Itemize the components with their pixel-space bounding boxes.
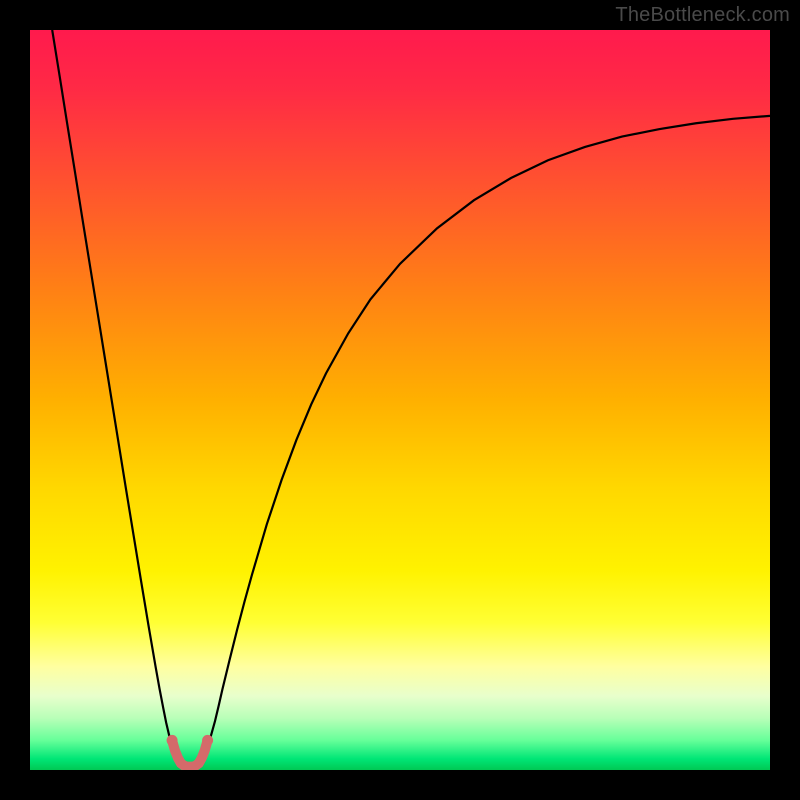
frame-border-bottom	[0, 770, 800, 800]
bottleneck-marker-dot-left	[167, 735, 178, 746]
bottleneck-marker-valley	[172, 740, 208, 766]
stage: TheBottleneck.com	[0, 0, 800, 800]
curve-right-branch	[199, 116, 770, 761]
frame-border-right	[770, 0, 800, 800]
frame-border-left	[0, 0, 30, 800]
curve-left-branch	[52, 30, 181, 761]
bottleneck-marker-dot-right	[202, 735, 213, 746]
bottleneck-curve-chart	[30, 30, 770, 770]
watermark-text: TheBottleneck.com	[615, 4, 790, 27]
